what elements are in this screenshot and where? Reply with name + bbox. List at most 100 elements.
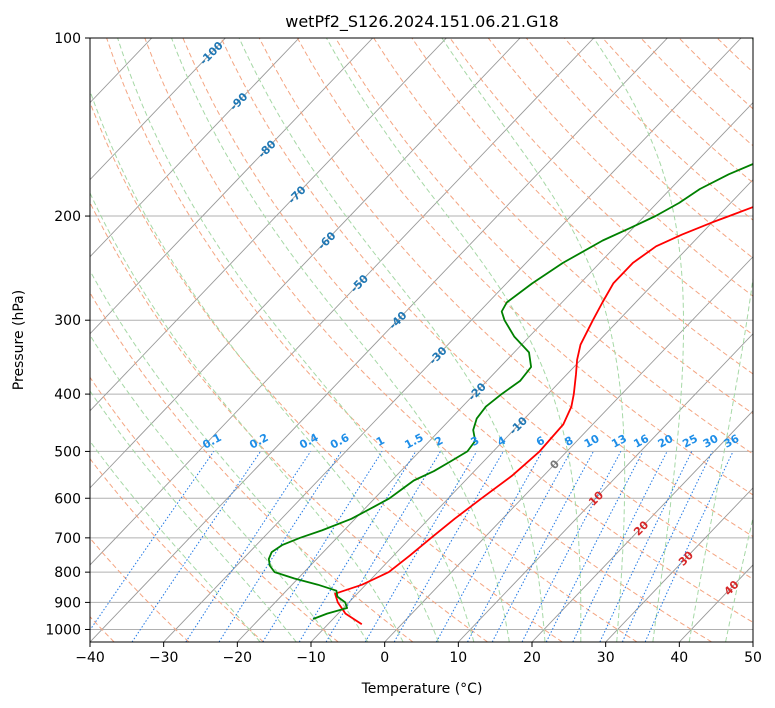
y-tick-label: 600 [54, 491, 81, 507]
x-tick-label: 50 [744, 650, 762, 666]
isotherm-line [90, 38, 668, 642]
profile-series [267, 163, 753, 626]
mixing-ratio-line [435, 451, 543, 642]
plot-frame [89, 37, 754, 643]
isotherm-line [90, 38, 226, 181]
isotherm-line [90, 38, 595, 566]
moist-adiabat-line [441, 38, 626, 642]
mixing-ratio-line [90, 451, 215, 631]
y-axis: 100 200 300 400 500 600 700 800 900 1000 [45, 31, 90, 639]
dry-adiabat-line [106, 38, 638, 642]
moist-adiabat-line [593, 38, 684, 642]
y-tick-label: 200 [54, 209, 81, 225]
dry-adiabat-line [411, 38, 753, 375]
dry-adiabat-line [90, 457, 264, 642]
x-tick-label: 40 [670, 650, 688, 666]
chart-title: wetPf2_S126.2024.151.06.21.G18 [285, 12, 559, 32]
mixing-ratio-line [599, 451, 693, 642]
x-tick-label: 30 [597, 650, 615, 666]
mixing-ratio-label: 13 [609, 432, 629, 451]
dry-adiabat-line [716, 38, 753, 73]
isotherm-line [531, 410, 753, 642]
moist-adiabat-line [325, 38, 582, 642]
dry-adiabat-line [449, 38, 753, 336]
isotherm-line [90, 38, 374, 335]
x-tick-label: 20 [523, 650, 541, 666]
plot-area: 0.1 0.2 0.4 0.6 1 1.5 2 3 4 6 8 10 13 16 20 25 30 36-100-… [90, 38, 775, 642]
dry-adiabat-line [487, 38, 753, 297]
x-axis-label: Temperature (°C) [361, 681, 483, 697]
mixing-ratio-label: 0.4 [297, 431, 321, 452]
mixing-ratio-line [545, 451, 644, 642]
dry-adiabat-line [90, 537, 190, 642]
profile-line [267, 163, 753, 620]
moist-adiabat-line [90, 89, 439, 642]
dry-adiabat-line [640, 38, 753, 147]
isotherm-line [384, 256, 753, 642]
mixing-ratio-line [572, 451, 668, 642]
isotherm-line [679, 564, 753, 642]
moist-adiabat-line [90, 334, 333, 642]
isotherm-line [752, 641, 753, 642]
dry-adiabat-line [90, 291, 414, 642]
mixing-ratio-line [644, 451, 734, 642]
x-tick-label: −40 [75, 650, 105, 666]
x-tick-label: 10 [449, 650, 467, 666]
x-axis: −40 −30 −20 −10 0 10 20 30 40 50 [75, 642, 762, 666]
dry-adiabat-line [220, 38, 753, 580]
moist-adiabat-line [238, 38, 546, 642]
x-tick-label: −20 [223, 650, 253, 666]
dry-adiabat-line [258, 38, 753, 538]
mixing-ratio-line [467, 451, 572, 642]
mixing-ratio-line [621, 451, 713, 642]
mixing-ratio-label: 10 [582, 432, 602, 451]
dry-adiabat-line [373, 38, 753, 415]
mixing-ratio-label: 20 [656, 432, 676, 451]
y-tick-label: 400 [54, 387, 81, 403]
mixing-ratio-label: 6 [534, 434, 547, 449]
moist-adiabat-line [171, 38, 510, 642]
isotherm-line [90, 38, 447, 412]
mixing-ratio-line [185, 451, 312, 642]
mixing-ratio-line [298, 451, 417, 642]
x-tick-label: 0 [380, 650, 389, 666]
dry-adiabat-line [90, 201, 488, 642]
dry-adiabat-line [755, 38, 775, 642]
isotherm-line [310, 179, 753, 642]
mixing-ratio-label: 0.1 [200, 431, 223, 452]
x-tick-label: −10 [296, 650, 326, 666]
mixing-ratio-label: 2 [432, 434, 445, 449]
isotherm-line [605, 487, 753, 642]
dry-adiabat-line [144, 38, 712, 642]
dry-adiabat-lines [90, 38, 775, 642]
mixing-ratio-label: 36 [722, 432, 742, 451]
mixing-ratio-line [325, 451, 441, 642]
mixing-ratio-label: 30 [701, 432, 721, 451]
moist-adiabat-line [688, 38, 753, 642]
moist-adiabat-line [90, 390, 297, 642]
moist-adiabat-line [117, 38, 475, 642]
moist-adiabat-line [90, 269, 369, 642]
mixing-ratio-line [491, 451, 594, 642]
isotherm-line [458, 333, 753, 642]
isotherm-lines [90, 38, 753, 642]
moist-adiabat-line [90, 440, 261, 642]
moist-adiabat-line [90, 191, 404, 642]
isotherm-line [237, 101, 753, 642]
mixing-ratio-label: 16 [631, 432, 651, 451]
mixing-ratio-line [521, 451, 622, 642]
moist-adiabat-line [725, 515, 753, 642]
mixing-ratio-label: 8 [563, 434, 576, 449]
mixing-ratio-label: 0.2 [247, 431, 270, 452]
isotherm-line [163, 38, 742, 642]
dry-adiabat-line [296, 38, 753, 496]
mixing-ratio-label: 25 [680, 432, 700, 451]
isotherm-label: -100 [197, 39, 226, 68]
dry-adiabat-line [525, 38, 753, 259]
y-tick-label: 700 [54, 531, 81, 547]
moist-adiabat-lines [90, 38, 753, 642]
mixing-ratio-line [218, 451, 342, 642]
mixing-ratio-lines [90, 451, 734, 642]
y-tick-label: 300 [54, 313, 81, 329]
